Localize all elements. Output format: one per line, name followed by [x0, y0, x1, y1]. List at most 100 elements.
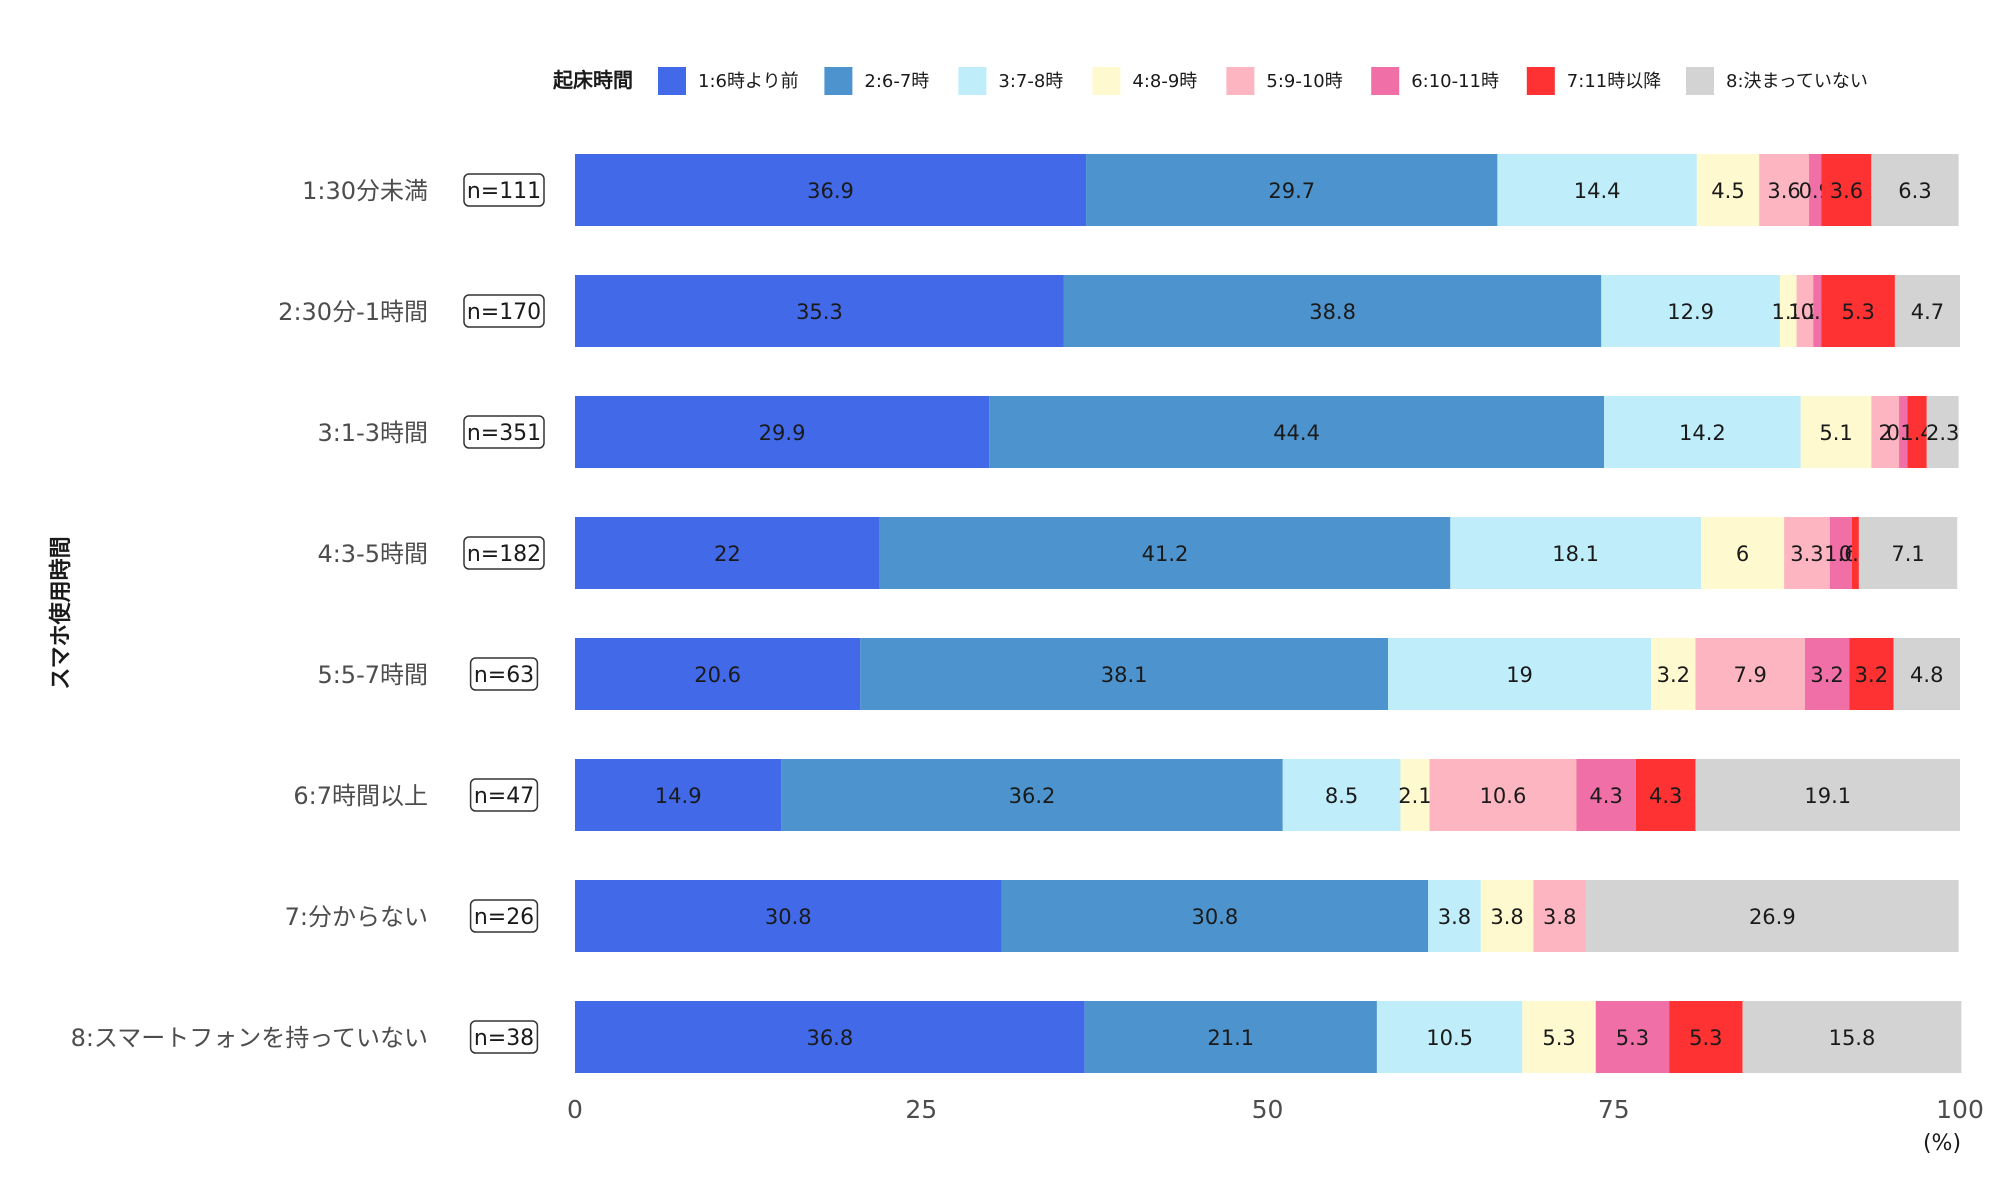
segment-value-label: 19	[1506, 663, 1533, 687]
bar-segment-2	[781, 759, 1283, 831]
bar-segment-3	[1376, 1001, 1523, 1073]
segment-value-label: 30.8	[765, 905, 812, 929]
sample-size-box	[469, 778, 539, 812]
bar-segment-7	[1821, 275, 1895, 347]
segment-value-label: 36.8	[806, 1026, 853, 1050]
bar-segment-7	[1821, 154, 1872, 226]
category-label: 8:スマートフォンを持っていない	[71, 1024, 428, 1052]
segment-value-label: 14.4	[1574, 179, 1621, 203]
segment-value-label: 4.7	[1911, 300, 1944, 324]
bar-segment-4	[1522, 1001, 1596, 1073]
legend-swatch-4	[1092, 67, 1121, 95]
segment-value-label: 38.8	[1309, 300, 1356, 324]
category-label: 3:1-3時間	[317, 419, 428, 447]
bar-segment-3	[1428, 880, 1481, 952]
sample-size-label: n=111	[467, 179, 541, 204]
segment-value-label: 3.3	[1790, 542, 1823, 566]
segment-value-label: 6	[1736, 542, 1749, 566]
segment-value-label: 38.1	[1101, 663, 1148, 687]
bar-segment-1	[575, 638, 861, 710]
sample-size-label: n=170	[467, 300, 541, 325]
bar-segment-4	[1696, 154, 1760, 226]
segment-value-label: 14.2	[1679, 421, 1726, 445]
sample-size-label: n=351	[467, 421, 541, 446]
segment-value-label: 3.8	[1490, 905, 1523, 929]
bar-segment-1	[575, 880, 1002, 952]
category-label: 1:30分未満	[302, 177, 428, 205]
bar-segment-1	[575, 154, 1087, 226]
bar-segment-4	[1779, 275, 1797, 347]
x-tick-label: 50	[1252, 1095, 1284, 1124]
x-tick-label: 0	[567, 1095, 583, 1124]
bar-segment-2	[1001, 880, 1429, 952]
segment-value-label: 3.2	[1657, 663, 1690, 687]
bar-segment-8	[1871, 154, 1959, 226]
segment-value-label: 21.1	[1207, 1026, 1254, 1050]
bar-segment-6	[1576, 759, 1636, 831]
segment-value-label: 29.9	[759, 421, 806, 445]
sample-size-box	[463, 415, 545, 449]
bar-segment-4	[1651, 638, 1696, 710]
bar-segment-6	[1829, 517, 1852, 589]
segment-value-label: 41.2	[1142, 542, 1189, 566]
segment-value-label: 30.8	[1191, 905, 1238, 929]
bar-row-8: 8:スマートフォンを持っていない n=38 36.8 21.1 10.5 5.3 5.3 5.…	[71, 1001, 1962, 1073]
bar-segment-1	[575, 396, 990, 468]
segment-value-label: 44.4	[1273, 421, 1320, 445]
segment-value-label: 7.1	[1891, 542, 1924, 566]
segment-value-label: 2	[1879, 421, 1892, 445]
category-label: 5:5-7時間	[317, 661, 428, 689]
sample-size-box	[469, 899, 539, 933]
segment-value-label: 3.8	[1543, 905, 1576, 929]
segment-value-label: 4.5	[1711, 179, 1744, 203]
segment-value-label: 3.6	[1767, 179, 1800, 203]
bar-row-1: 1:30分未満 n=111 36.9 29.7 14.4 4.5 3.60.93.6 6.3	[302, 154, 1959, 226]
bar-segment-4	[1480, 880, 1534, 952]
segment-value-label: 10.6	[1480, 784, 1527, 808]
bar-segment-6	[1899, 396, 1908, 468]
segment-value-label: 3.2	[1855, 663, 1888, 687]
bar-segment-7	[1669, 1001, 1743, 1073]
x-axis-unit-label: (%)	[1923, 1131, 1961, 1156]
sample-size-box	[469, 657, 539, 691]
sample-size-label: n=182	[467, 542, 541, 567]
sample-size-box	[463, 173, 545, 207]
legend-label-4: 4:8-9時	[1132, 71, 1197, 92]
segment-value-label: 26.9	[1749, 905, 1796, 929]
sample-size-label: n=38	[474, 1026, 534, 1051]
legend-label-1: 1:6時より前	[698, 71, 799, 92]
segment-value-label: 5.3	[1841, 300, 1874, 324]
segment-value-label: 36.2	[1009, 784, 1056, 808]
segment-value-label: 6.3	[1898, 179, 1931, 203]
bar-segment-5	[1759, 154, 1810, 226]
segment-value-label: 5.3	[1689, 1026, 1722, 1050]
legend-swatch-6	[1371, 67, 1400, 95]
segment-value-label: 29.7	[1268, 179, 1315, 203]
bar-segment-8	[1742, 1001, 1962, 1073]
bar-segment-5	[1784, 517, 1830, 589]
bar-segment-6	[1804, 638, 1850, 710]
bar-segment-6	[1813, 275, 1822, 347]
legend-label-2: 2:6-7時	[864, 71, 929, 92]
bar-row-2: 2:30分-1時間 n=170 35.3 38.8 12.9 1.21.20.6 5.3 4.…	[278, 275, 1960, 347]
segment-value-label: 3.6	[1830, 179, 1863, 203]
segment-value-label: 4.3	[1649, 784, 1682, 808]
bar-row-7: 7:分からない n=26 30.8 30.8 3.8 3.8 3.8 26.9	[285, 880, 1959, 952]
segment-value-label: 3.2	[1810, 663, 1843, 687]
bar-segment-7	[1849, 638, 1894, 710]
segment-value-label: 15.8	[1829, 1026, 1876, 1050]
bar-segment-8	[1586, 880, 1959, 952]
bar-row-5: 5:5-7時間 n=63 20.6 38.1 19 3.2 7.9 3.2 3.2 4.8	[317, 638, 1960, 710]
segment-value-label: 22	[714, 542, 741, 566]
bar-segment-5	[1533, 880, 1587, 952]
bar-segment-2	[1084, 1001, 1377, 1073]
bar-segment-8	[1894, 275, 1960, 347]
bar-segment-4	[1701, 517, 1785, 589]
segment-value-label: 8.5	[1325, 784, 1358, 808]
bar-row-3: 3:1-3時間 n=351 29.9 44.4 14.2 5.1 20.61.42.3	[317, 396, 1959, 468]
bar-segment-4	[1800, 396, 1872, 468]
segment-value-label: 35.3	[796, 300, 843, 324]
segment-value-label: 10.5	[1426, 1026, 1473, 1050]
sample-size-box	[463, 294, 545, 328]
segment-value-label: 4.3	[1589, 784, 1622, 808]
